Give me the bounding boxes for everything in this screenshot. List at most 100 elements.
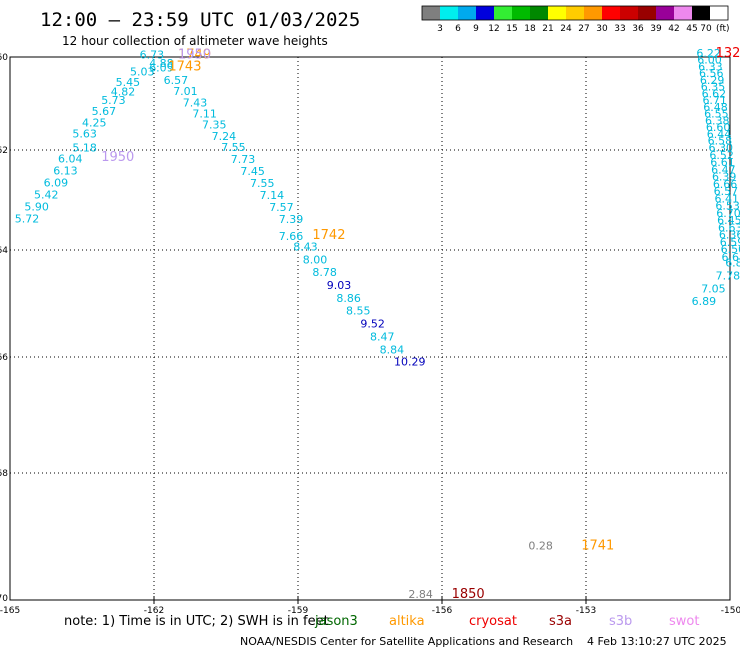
wave-height-value: 6.61 [710, 156, 735, 169]
pass-time-label: 1743 [168, 59, 201, 74]
y-tick-label: -68 [0, 469, 8, 479]
wave-height-value: 6.48 [703, 101, 728, 114]
legend-swatch [530, 6, 548, 20]
legend-swatch [620, 6, 638, 20]
east-track-readings: 6.226.006.336.566.296.356.626.716.486.55… [696, 47, 740, 264]
wave-height-value: 5.63 [72, 127, 97, 140]
legend-label: 12 [488, 24, 499, 34]
wave-height-value: 6.52 [709, 149, 734, 162]
legend-label: 6 [455, 24, 461, 34]
wave-height-value: 6.04 [58, 153, 83, 166]
x-tick-label: -150 [721, 606, 740, 616]
map-subtitle: 12 hour collection of altimeter wave hei… [62, 34, 328, 48]
wave-height-value: 5.45 [116, 76, 141, 89]
wave-height-value: 7.45 [240, 165, 265, 178]
wave-height-value: 6.59 [720, 236, 740, 249]
y-tick-label: -62 [0, 146, 8, 156]
legend-label: 36 [632, 24, 644, 34]
wave-height-value: 6.22 [696, 47, 721, 60]
wave-height-value: 6.00 [697, 54, 722, 67]
wave-height-value: 8.86 [336, 292, 361, 305]
legend-swatch [476, 6, 494, 20]
wave-height-value: 6.29 [700, 74, 725, 87]
wave-height-value: 6.66 [713, 178, 738, 191]
wave-height-value: 7.01 [173, 85, 198, 98]
wave-height-value: 6.63 [718, 221, 740, 234]
legend-swatch [494, 6, 512, 20]
legend-label: 15 [506, 24, 517, 34]
wave-height-value: 6.50 [721, 243, 740, 256]
legend-unit: (ft) [716, 24, 730, 34]
wave-height-value: 7.14 [260, 189, 285, 202]
legend-swatch [656, 6, 674, 20]
pass-time-label: 1741 [581, 538, 614, 553]
wave-height-value: 7.78 [716, 269, 740, 282]
legend-label: 30 [596, 24, 608, 34]
wave-height-value: 7.66 [279, 230, 304, 243]
legend-label: 18 [524, 24, 536, 34]
wave-height-value: 9.03 [327, 279, 352, 292]
wave-height-value: 7.55 [221, 141, 246, 154]
legend-label: 33 [614, 24, 625, 34]
legend-label: 24 [560, 24, 572, 34]
wave-height-value: 7.35 [202, 119, 227, 132]
y-tick-label: -70 [0, 594, 8, 604]
x-tick-label: -162 [144, 606, 164, 616]
legend-swatch [566, 6, 584, 20]
legend-swatch [512, 6, 530, 20]
wave-height-value: 6.39 [712, 171, 737, 184]
legend-swatch [638, 6, 656, 20]
legend-swatch [440, 6, 458, 20]
wave-height-value: 6.47 [711, 163, 736, 176]
x-axis-labels: -165 -162 -159 -156 -153 -150 [0, 606, 740, 616]
wave-height-value: 6.30 [708, 142, 733, 155]
wave-height-readings: 6.734.886.095.035.454.825.735.674.255.63… [15, 48, 740, 601]
wave-height-value: 6.86 [725, 257, 740, 270]
y-tick-label: -64 [0, 246, 8, 256]
x-tick-label: -165 [0, 606, 20, 616]
wave-height-value: 6.68 [721, 251, 740, 264]
y-axis-labels: -60 -62 -64 -66 -68 -70 [0, 53, 8, 604]
wave-height-value: 6.33 [698, 60, 723, 73]
sat-cryosat: cryosat [469, 614, 517, 629]
graticule-grid [10, 57, 730, 604]
wave-height-value: 5.73 [101, 94, 126, 107]
wave-height-value: 6.13 [53, 165, 77, 178]
wave-height-value: 6.60 [706, 121, 731, 134]
wave-height-value: 6.58 [708, 135, 733, 148]
pass-time-label: 1950 [178, 47, 211, 62]
x-tick-label: -159 [288, 606, 309, 616]
legend-label: 3 [437, 24, 443, 34]
wave-height-value: 5.42 [34, 189, 59, 202]
wave-height-value: 4.82 [111, 86, 136, 99]
wave-height-value: 6.09 [44, 177, 69, 190]
wave-height-value: 7.55 [250, 177, 275, 190]
color-scale-legend: 3 6 9 12 15 18 21 24 27 30 33 36 39 42 4… [421, 5, 730, 34]
sat-altika: altika [389, 614, 425, 629]
wave-height-value: 6.44 [707, 128, 732, 141]
y-tick-label: -60 [0, 53, 8, 63]
wave-height-value: 5.90 [24, 201, 49, 214]
wave-height-value: 4.88 [149, 57, 174, 70]
wave-height-value: 4.25 [82, 116, 107, 129]
legend-swatch [584, 6, 602, 20]
legend-frame [421, 5, 729, 21]
wave-height-value: 6.35 [701, 81, 726, 94]
footer-timestamp: 4 Feb 13:10:27 UTC 2025 [587, 635, 727, 648]
wave-height-value: 8.55 [346, 305, 371, 318]
legend-swatch [674, 6, 692, 20]
wave-height-value: 8.78 [312, 266, 337, 279]
legend-label: 45 [686, 24, 697, 34]
wave-height-value: 8.43 [293, 241, 318, 254]
wave-height-value: 7.39 [279, 213, 304, 226]
legend-swatch [458, 6, 476, 20]
wave-height-value: 6.41 [715, 192, 740, 205]
wave-height-value: 8.00 [303, 253, 328, 266]
wave-height-value: 7.43 [183, 96, 208, 109]
wave-height-value: 7.11 [192, 107, 217, 120]
wave-height-value: 6.53 [715, 200, 740, 213]
x-tick-label: -153 [576, 606, 596, 616]
wave-height-value: 8.84 [380, 343, 405, 356]
wave-height-value: 6.89 [692, 295, 717, 308]
